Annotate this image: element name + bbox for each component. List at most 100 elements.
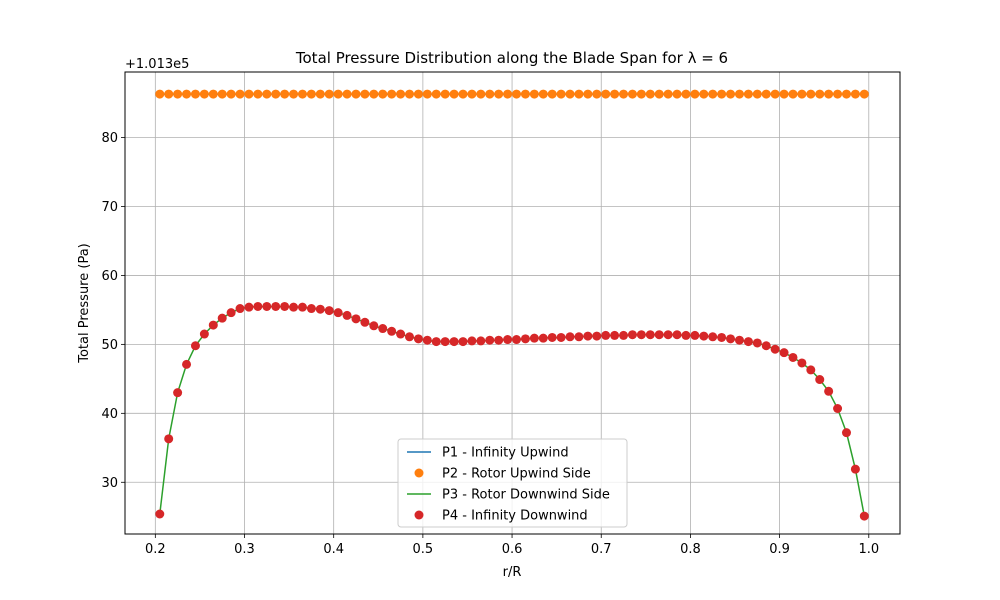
series-2-point bbox=[850, 89, 860, 99]
series-2-point bbox=[815, 89, 825, 99]
series-2-point bbox=[841, 89, 851, 99]
series-4-point bbox=[485, 335, 495, 345]
legend-label: P1 - Infinity Upwind bbox=[442, 446, 569, 461]
series-4-point bbox=[645, 330, 655, 340]
series-2-point bbox=[315, 89, 325, 99]
series-4-point bbox=[859, 511, 869, 521]
series-4-point bbox=[440, 337, 450, 347]
y-tick-label: 70 bbox=[101, 200, 118, 215]
series-4-point bbox=[155, 509, 165, 519]
series-4-point bbox=[226, 308, 236, 318]
series-2-point bbox=[440, 89, 450, 99]
series-4-point bbox=[824, 386, 834, 396]
series-4-point bbox=[601, 330, 611, 340]
series-4-point bbox=[592, 331, 602, 341]
axis-ticks: 0.2 0.3 0.4 0.5 0.6 0.7 0.8 0.9 1.0 30 40 50 60 70 80 bbox=[101, 131, 879, 557]
series-2-point bbox=[342, 89, 352, 99]
series-2-point bbox=[360, 89, 370, 99]
series-2-point bbox=[788, 89, 798, 99]
series-2-point bbox=[271, 89, 281, 99]
series-4-point bbox=[503, 335, 513, 345]
y-offset-label: +1.013e5 bbox=[125, 57, 189, 72]
series-4-point bbox=[734, 335, 744, 345]
series-4-point bbox=[387, 326, 397, 336]
legend-label: P2 - Rotor Upwind Side bbox=[442, 467, 591, 482]
series-4-point bbox=[431, 337, 441, 347]
series-4-point bbox=[663, 330, 673, 340]
series-2-point bbox=[583, 89, 593, 99]
y-tick-label: 60 bbox=[101, 269, 118, 284]
series-2-point bbox=[672, 89, 682, 99]
x-tick-label: 0.7 bbox=[591, 542, 612, 557]
series-4-point bbox=[556, 332, 566, 342]
series-2-point bbox=[458, 89, 468, 99]
series-2-point bbox=[422, 89, 432, 99]
series-2-point bbox=[404, 89, 414, 99]
series-4-point bbox=[324, 306, 334, 316]
series-2-point bbox=[556, 89, 566, 99]
series-2-point bbox=[512, 89, 522, 99]
series-4-point bbox=[636, 330, 646, 340]
series-4-point bbox=[315, 304, 325, 314]
x-tick-label: 0.2 bbox=[145, 542, 166, 557]
series-2-point bbox=[734, 89, 744, 99]
x-tick-label: 0.5 bbox=[413, 542, 434, 557]
series-2-point bbox=[529, 89, 539, 99]
series-4-point bbox=[262, 301, 272, 311]
series-2-point bbox=[797, 89, 807, 99]
series-4-point bbox=[458, 337, 468, 347]
series-4-point bbox=[306, 304, 316, 314]
series-2-point bbox=[199, 89, 209, 99]
series-2-point bbox=[601, 89, 611, 99]
series-2-markers bbox=[155, 89, 869, 99]
series-2-point bbox=[565, 89, 575, 99]
series-2-point bbox=[244, 89, 254, 99]
chart-title: Total Pressure Distribution along the Bl… bbox=[295, 49, 728, 67]
plot-frame bbox=[124, 71, 901, 535]
series-2-point bbox=[859, 89, 869, 99]
series-4-point bbox=[619, 330, 629, 340]
series-2-point bbox=[806, 89, 816, 99]
series-2-point bbox=[413, 89, 423, 99]
series-2-point bbox=[173, 89, 183, 99]
series-2-point bbox=[770, 89, 780, 99]
legend-box bbox=[397, 438, 628, 528]
series-4-markers bbox=[155, 301, 869, 521]
series-2-point bbox=[253, 89, 263, 99]
series-4-point bbox=[289, 302, 299, 312]
series-4-point bbox=[190, 341, 200, 351]
series-2-point bbox=[619, 89, 629, 99]
legend-marker-swatch bbox=[414, 510, 424, 520]
series-2-point bbox=[289, 89, 299, 99]
series-4-point bbox=[342, 310, 352, 320]
series-2-point bbox=[333, 89, 343, 99]
series-2-point bbox=[779, 89, 789, 99]
legend-marker-swatch bbox=[414, 468, 424, 478]
series-4-point bbox=[404, 332, 414, 342]
series-4-point bbox=[583, 331, 593, 341]
series-2-point bbox=[324, 89, 334, 99]
series-2-point bbox=[824, 89, 834, 99]
series-4-point bbox=[833, 404, 843, 413]
series-2-point bbox=[699, 89, 709, 99]
series-2-point bbox=[547, 89, 557, 99]
x-tick-label: 0.9 bbox=[769, 542, 790, 557]
x-tick-label: 1.0 bbox=[858, 542, 879, 557]
series-2-point bbox=[351, 89, 361, 99]
series-4-point bbox=[717, 332, 727, 342]
y-tick-label: 80 bbox=[101, 131, 118, 146]
series-4-point bbox=[672, 330, 682, 340]
series-4-point bbox=[164, 434, 174, 444]
series-4-point bbox=[396, 329, 406, 339]
series-4-point bbox=[797, 358, 807, 368]
series-4-point bbox=[547, 332, 557, 342]
series-4-point bbox=[788, 352, 798, 362]
series-4-point bbox=[690, 330, 700, 340]
series-4-point bbox=[654, 330, 664, 340]
series-4-point bbox=[351, 314, 361, 324]
series-4-point bbox=[199, 329, 209, 339]
x-tick-label: 0.4 bbox=[323, 542, 344, 557]
series-4-point bbox=[779, 348, 789, 358]
series-2-point bbox=[378, 89, 388, 99]
series-4-point bbox=[610, 330, 620, 340]
